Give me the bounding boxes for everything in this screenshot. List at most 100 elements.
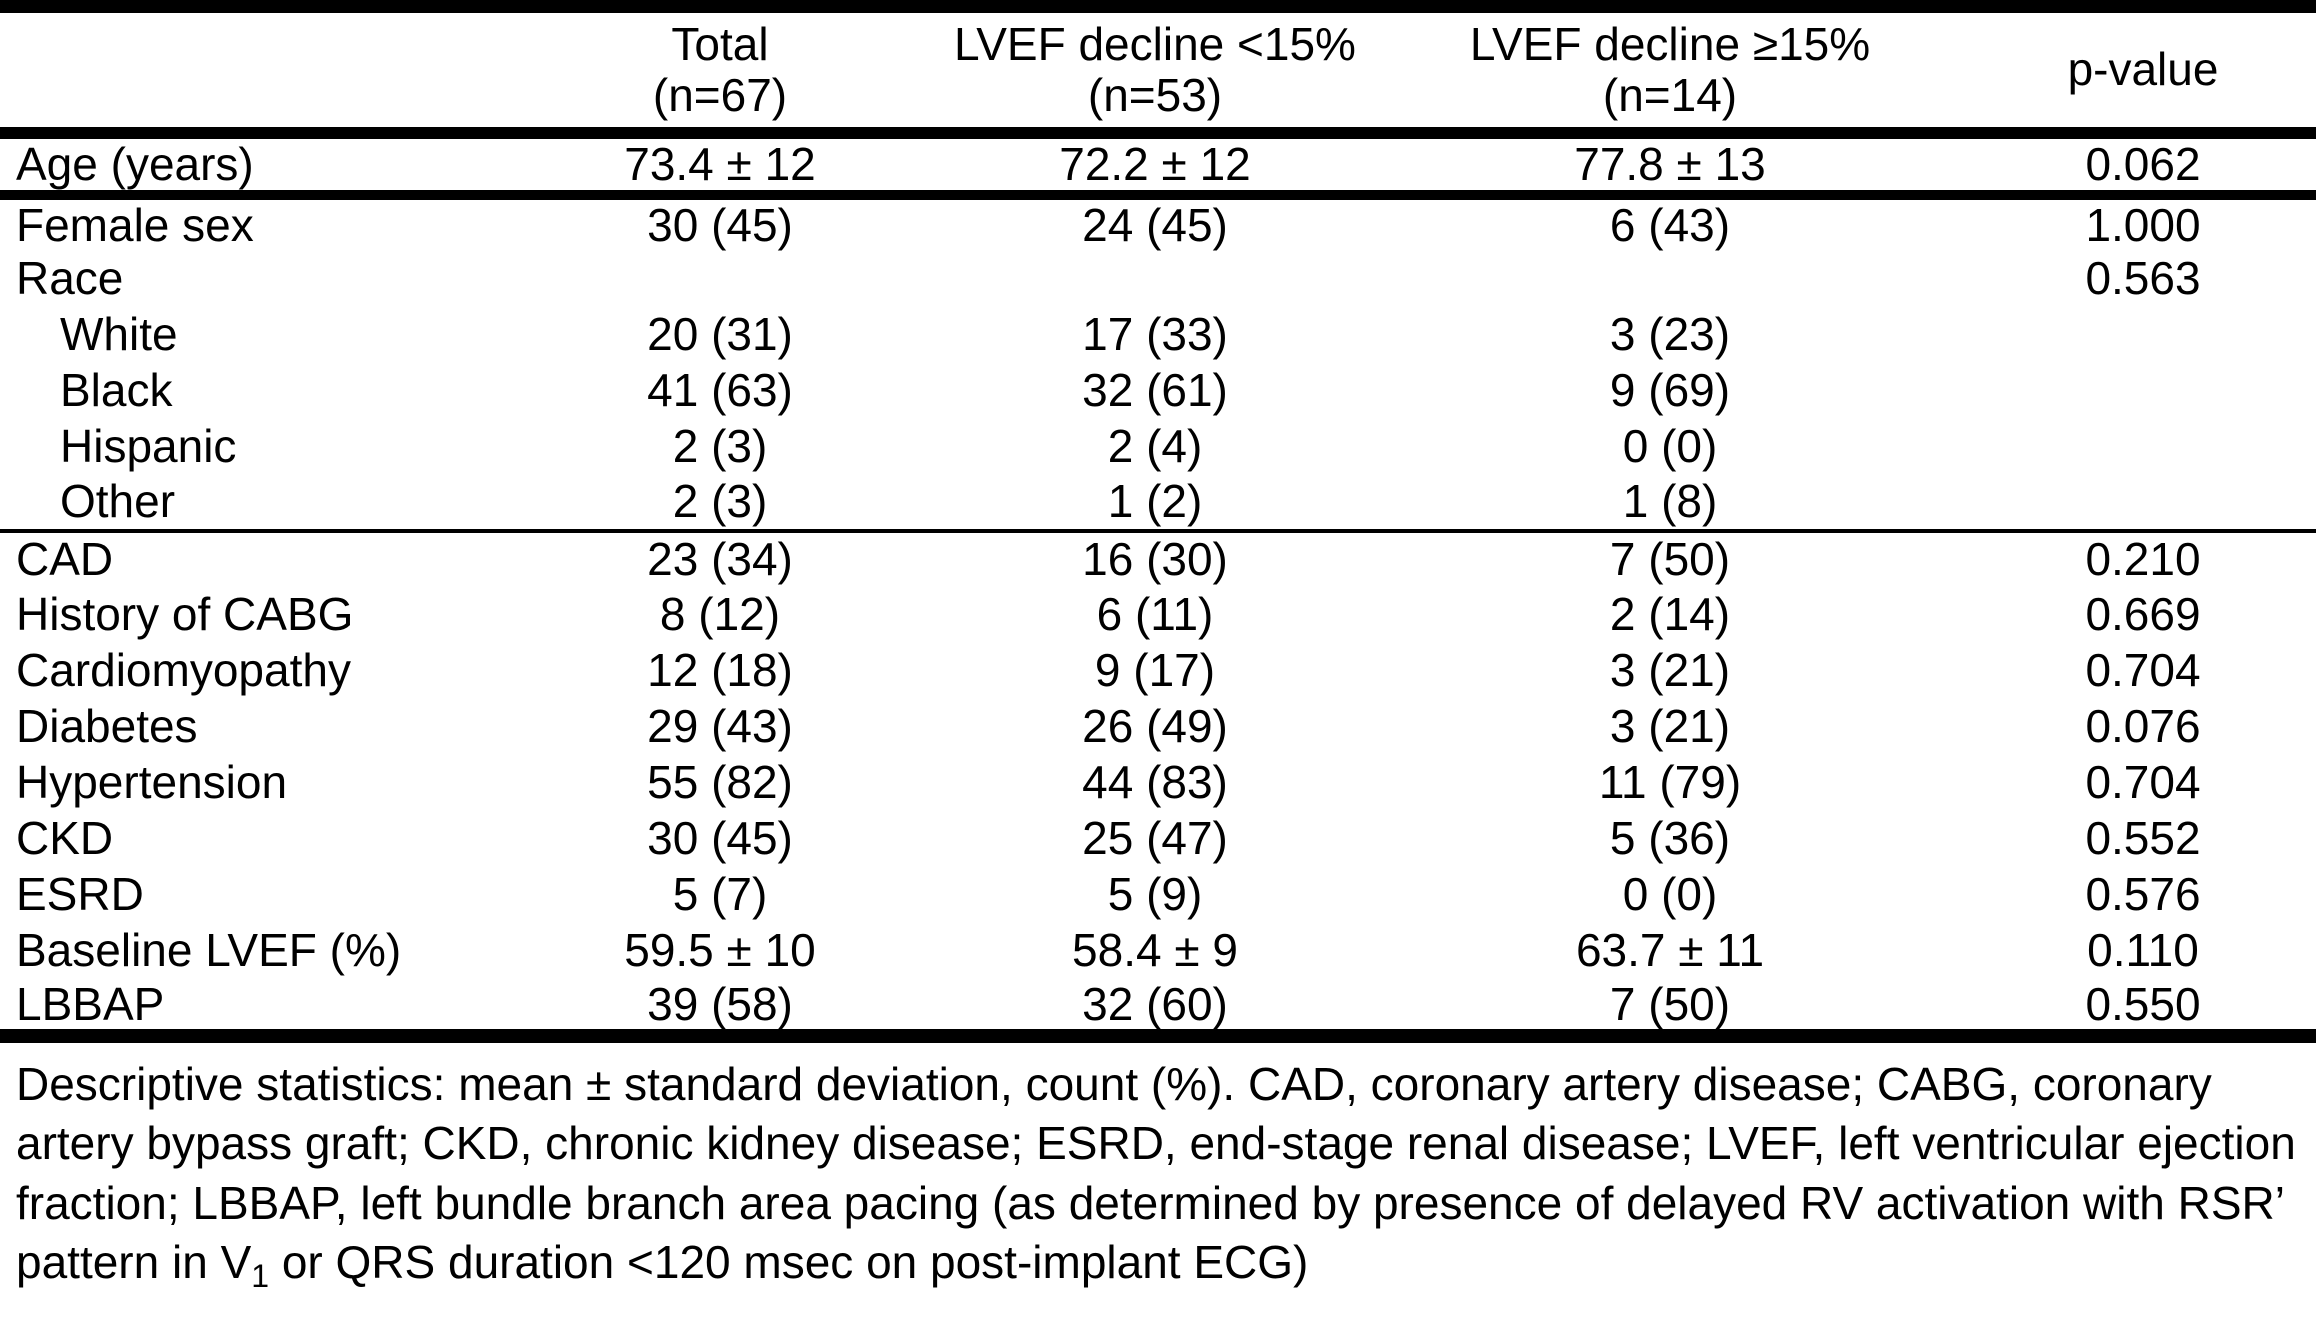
cell-p-value: 0.704 xyxy=(2085,756,2201,809)
cell-p-value: 0.552 xyxy=(2085,812,2201,865)
cell-total: 2 (3) xyxy=(672,420,768,473)
row-cad: CAD 23 (34) 16 (30) 7 (50) 0.210 xyxy=(0,531,2316,587)
header-line: LVEF decline ≥15% xyxy=(1469,18,1871,71)
row-esrd: ESRD 5 (7) 5 (9) 0 (0) 0.576 xyxy=(0,867,2316,923)
cell-total: 39 (58) xyxy=(647,977,793,1030)
cell-p-value: 0.076 xyxy=(2085,700,2201,753)
cell-decline-ge15: 6 (43) xyxy=(1609,198,1731,251)
cell-total: 41 (63) xyxy=(647,364,793,417)
cell-label: CKD xyxy=(16,812,114,865)
table-body: Age (years) 73.4 ± 12 72.2 ± 12 77.8 ± 1… xyxy=(0,133,2316,1037)
cell-decline-lt15: 25 (47) xyxy=(1082,812,1228,865)
row-race-white: White 20 (31) 17 (33) 3 (23) xyxy=(0,307,2316,363)
cell-decline-lt15: 5 (9) xyxy=(1107,868,1203,921)
row-race: Race 0.563 xyxy=(0,251,2316,307)
cell-decline-ge15: 9 (69) xyxy=(1609,364,1731,417)
row-race-other: Other 2 (3) 1 (2) 1 (8) xyxy=(0,475,2316,531)
cell-p-value xyxy=(1970,419,2316,475)
cell-label: LBBAP xyxy=(16,977,165,1030)
header-line: (n=53) xyxy=(1087,68,1223,121)
row-hypertension: Hypertension 55 (82) 44 (83) 11 (79) 0.7… xyxy=(0,755,2316,811)
cell-total: 59.5 ± 10 xyxy=(624,924,816,977)
cell-total: 55 (82) xyxy=(647,756,793,809)
cell-decline-lt15: 16 (30) xyxy=(1082,533,1228,586)
cell-decline-ge15 xyxy=(1370,251,1970,307)
baseline-characteristics-table: Total (n=67) LVEF decline <15% (n=53) LV… xyxy=(0,0,2316,1037)
cell-decline-lt15: 2 (4) xyxy=(1107,420,1203,473)
cell-label: Other xyxy=(60,475,176,528)
cell-decline-ge15: 7 (50) xyxy=(1609,533,1731,586)
cell-label: ESRD xyxy=(16,868,144,921)
cell-decline-ge15: 2 (14) xyxy=(1609,588,1731,641)
cell-decline-lt15: 24 (45) xyxy=(1082,198,1228,251)
row-race-black: Black 41 (63) 32 (61) 9 (69) xyxy=(0,363,2316,419)
cell-decline-ge15: 63.7 ± 11 xyxy=(1575,924,1765,977)
cell-p-value: 0.550 xyxy=(2085,977,2201,1030)
cell-decline-lt15: 44 (83) xyxy=(1082,756,1228,809)
row-ckd: CKD 30 (45) 25 (47) 5 (36) 0.552 xyxy=(0,811,2316,867)
column-header-characteristic xyxy=(0,7,500,133)
cell-p-value: 1.000 xyxy=(2085,198,2201,251)
cell-total: 29 (43) xyxy=(647,700,793,753)
cell-p-value xyxy=(1970,363,2316,419)
cell-p-value: 0.210 xyxy=(2085,533,2201,586)
row-lbbap: LBBAP 39 (58) 32 (60) 7 (50) 0.550 xyxy=(0,977,2316,1037)
cell-decline-lt15: 9 (17) xyxy=(1094,644,1216,697)
column-header-lvef-decline-ge15: LVEF decline ≥15% (n=14) xyxy=(1370,7,1970,133)
cell-total: 5 (7) xyxy=(672,868,768,921)
cell-decline-ge15: 77.8 ± 13 xyxy=(1574,137,1766,190)
cell-total: 20 (31) xyxy=(647,308,793,361)
cell-total: 8 (12) xyxy=(659,588,781,641)
table-footnote: Descriptive statistics: mean ± standard … xyxy=(0,1043,2316,1295)
cell-total: 12 (18) xyxy=(647,644,793,697)
cell-decline-lt15: 58.4 ± 9 xyxy=(1072,924,1238,977)
cell-label: Female sex xyxy=(16,198,254,251)
cell-label: History of CABG xyxy=(16,588,354,641)
cell-label: Black xyxy=(60,364,173,417)
cell-label: Cardiomyopathy xyxy=(16,644,351,697)
row-diabetes: Diabetes 29 (43) 26 (49) 3 (21) 0.076 xyxy=(0,699,2316,755)
footnote-text-part1: Descriptive statistics: mean ± standard … xyxy=(16,1058,2296,1289)
row-race-hispanic: Hispanic 2 (3) 2 (4) 0 (0) xyxy=(0,419,2316,475)
row-age: Age (years) 73.4 ± 12 72.2 ± 12 77.8 ± 1… xyxy=(0,133,2316,195)
cell-total xyxy=(500,251,940,307)
cell-total: 73.4 ± 12 xyxy=(624,137,816,190)
cell-decline-ge15: 5 (36) xyxy=(1609,812,1731,865)
row-female-sex: Female sex 30 (45) 24 (45) 6 (43) 1.000 xyxy=(0,195,2316,251)
cell-label: CAD xyxy=(16,533,114,586)
cell-label: Hispanic xyxy=(60,420,237,473)
cell-decline-lt15: 72.2 ± 12 xyxy=(1059,137,1251,190)
cell-decline-lt15: 1 (2) xyxy=(1107,475,1203,528)
cell-label: Diabetes xyxy=(16,700,198,753)
cell-p-value: 0.563 xyxy=(2085,252,2201,305)
cell-decline-lt15: 17 (33) xyxy=(1082,308,1228,361)
cell-p-value: 0.062 xyxy=(2085,137,2201,190)
row-cardiomyopathy: Cardiomyopathy 12 (18) 9 (17) 3 (21) 0.7… xyxy=(0,643,2316,699)
cell-decline-lt15: 26 (49) xyxy=(1082,700,1228,753)
cell-total: 2 (3) xyxy=(672,475,768,528)
cell-decline-lt15 xyxy=(940,251,1370,307)
cell-label: Baseline LVEF (%) xyxy=(16,924,402,977)
column-header-lvef-decline-lt15: LVEF decline <15% (n=53) xyxy=(940,7,1370,133)
cell-p-value xyxy=(1970,307,2316,363)
cell-p-value xyxy=(1970,475,2316,531)
column-header-p-value: p-value xyxy=(1970,7,2316,133)
cell-p-value: 0.110 xyxy=(2087,924,2199,977)
cell-decline-lt15: 32 (60) xyxy=(1082,977,1228,1030)
footnote-subscript-v1: 1 xyxy=(251,1258,270,1295)
cell-label: White xyxy=(60,308,178,361)
header-line: LVEF decline <15% xyxy=(954,18,1356,71)
header-line: (n=67) xyxy=(652,68,788,121)
cell-decline-ge15: 3 (23) xyxy=(1609,308,1731,361)
cell-decline-ge15: 0 (0) xyxy=(1622,420,1718,473)
header-row: Total (n=67) LVEF decline <15% (n=53) LV… xyxy=(0,7,2316,133)
header-line: Total xyxy=(671,18,769,71)
footnote-text-part2: or QRS duration <120 msec on post-implan… xyxy=(269,1236,1309,1289)
column-header-total: Total (n=67) xyxy=(500,7,940,133)
header-line: p-value xyxy=(2067,43,2219,96)
cell-decline-ge15: 1 (8) xyxy=(1622,475,1718,528)
cell-decline-lt15: 32 (61) xyxy=(1082,364,1228,417)
row-baseline-lvef: Baseline LVEF (%) 59.5 ± 10 58.4 ± 9 63.… xyxy=(0,923,2316,979)
cell-label: Age (years) xyxy=(16,137,254,190)
